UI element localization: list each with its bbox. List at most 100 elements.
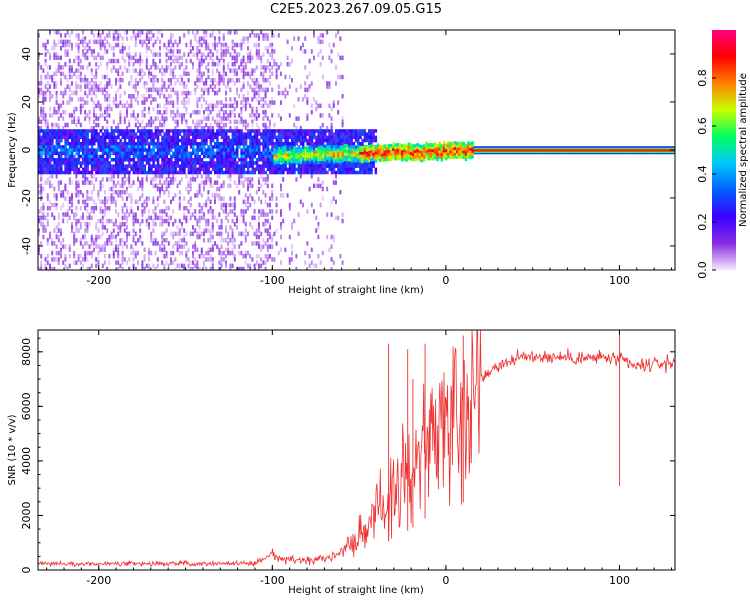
spectrogram-cell bbox=[167, 158, 171, 162]
spectrogram-ridge-cell bbox=[273, 150, 276, 154]
spectrogram-cell bbox=[165, 154, 169, 159]
spectrogram-cell bbox=[93, 100, 95, 105]
spectrogram-cell bbox=[79, 260, 82, 265]
spectrogram-cell bbox=[66, 122, 69, 128]
spectrogram-cell bbox=[288, 84, 291, 89]
spectrogram-cell bbox=[181, 142, 184, 146]
spectrogram-cell bbox=[106, 132, 109, 136]
spectrogram-cell bbox=[308, 164, 312, 168]
spectrogram-cell bbox=[161, 65, 164, 70]
spectrogram-cell bbox=[218, 126, 221, 131]
spectrogram-cell bbox=[181, 164, 184, 168]
spectrogram-cell bbox=[53, 215, 56, 221]
spectrogram-cell bbox=[75, 186, 78, 192]
spectrogram-cell bbox=[222, 132, 226, 136]
spectrogram-cell bbox=[170, 129, 173, 133]
spectrogram-cell bbox=[84, 148, 87, 152]
spectrogram-cell bbox=[75, 228, 78, 233]
spectrogram-cell bbox=[330, 244, 333, 249]
spectrogram-cell bbox=[88, 90, 91, 96]
spectrogram-cell bbox=[115, 190, 117, 195]
spectrogram-ridge-cell bbox=[363, 158, 367, 163]
spectrogram-cell bbox=[150, 132, 153, 136]
spectrogram-cell bbox=[137, 186, 139, 192]
spectrogram-cell bbox=[205, 270, 207, 274]
spectrogram-cell bbox=[308, 58, 311, 64]
spectrogram-cell bbox=[341, 260, 344, 265]
spectrogram-cell bbox=[108, 58, 111, 64]
spectrogram-cell bbox=[218, 36, 221, 41]
spectrogram-cell bbox=[141, 94, 144, 99]
spectrogram-cell bbox=[42, 234, 45, 240]
spectrogram-cell bbox=[60, 247, 62, 253]
spectrogram-cell bbox=[79, 87, 82, 93]
spectrogram-cell bbox=[203, 148, 206, 152]
spectrogram-ridge-cell bbox=[398, 148, 402, 152]
spectrogram-cell bbox=[238, 174, 241, 179]
spectrogram-ridge-cell bbox=[361, 157, 364, 161]
spectrogram-cell bbox=[152, 148, 155, 152]
spectrogram-cell bbox=[130, 196, 133, 201]
spectrogram-cell bbox=[181, 81, 183, 86]
spectrogram-cell bbox=[240, 116, 243, 121]
spectrogram-cell bbox=[256, 270, 258, 274]
spectrogram-cell bbox=[152, 74, 155, 80]
spectrogram-cell bbox=[121, 129, 125, 133]
spectrogram-cell bbox=[176, 164, 180, 168]
spectrogram-cell bbox=[211, 42, 214, 48]
spectrogram-cell bbox=[117, 30, 120, 35]
spectrogram-cell bbox=[220, 78, 223, 83]
spectrogram-cell bbox=[244, 71, 247, 77]
spectrogram-cell bbox=[93, 142, 96, 146]
spectrogram-cell bbox=[251, 177, 254, 182]
spectrogram-cell bbox=[108, 94, 111, 99]
spectrogram-cell bbox=[341, 164, 345, 168]
spectrogram-cell bbox=[104, 158, 107, 162]
spectrogram-cell bbox=[117, 247, 120, 253]
spectrogram-cell bbox=[247, 250, 249, 256]
spectrogram-cell bbox=[205, 202, 208, 208]
spectrogram-cell bbox=[53, 39, 56, 45]
spectrogram-cell bbox=[306, 116, 309, 121]
spectrogram-cell bbox=[222, 74, 225, 80]
spectrogram-cell bbox=[49, 65, 51, 70]
spectrogram-ridge-cell bbox=[354, 148, 358, 152]
spectrogram-cell bbox=[42, 225, 45, 230]
spectrogram-cell bbox=[264, 90, 267, 96]
spectrogram-cell bbox=[192, 148, 195, 152]
spectrogram-ridge-cell bbox=[359, 145, 362, 150]
spectrogram-cell bbox=[38, 218, 40, 224]
spectrogram-cell bbox=[247, 81, 249, 86]
spectrogram-cell bbox=[126, 106, 128, 112]
spectrogram-cell bbox=[233, 158, 237, 162]
spectrogram-cell bbox=[152, 135, 155, 140]
spectrogram-cell bbox=[178, 199, 181, 205]
spectrogram-cell bbox=[163, 238, 166, 243]
spectrogram-cell bbox=[93, 39, 95, 45]
spectrogram-cell bbox=[163, 190, 166, 195]
spectrogram-cell bbox=[203, 142, 206, 146]
spectrogram-cell bbox=[209, 142, 213, 146]
spectrogram-cell bbox=[128, 94, 131, 99]
spectrogram-cell bbox=[200, 126, 203, 131]
spectrogram-cell bbox=[253, 209, 256, 214]
spectrogram-cell bbox=[291, 58, 293, 64]
spectrogram-ridge-cell bbox=[368, 156, 371, 160]
spectrogram-cell bbox=[132, 62, 135, 67]
spectrogram-cell bbox=[66, 154, 70, 159]
spectrogram-cell bbox=[64, 154, 67, 159]
spectrogram-cell bbox=[225, 158, 228, 162]
spectrogram-cell bbox=[176, 110, 179, 115]
spectrogram-cell bbox=[66, 30, 69, 35]
spectrogram-cell bbox=[143, 247, 146, 253]
spectrogram-cell bbox=[93, 119, 95, 125]
spectrogram-ridge-cell bbox=[412, 150, 415, 154]
spectrogram-cell bbox=[225, 49, 227, 54]
spectrogram-ridge-cell bbox=[387, 149, 391, 153]
spectrogram-cell bbox=[214, 164, 217, 168]
spectrogram-cell bbox=[55, 30, 58, 35]
spectrogram-cell bbox=[126, 238, 128, 243]
spectrogram-cell bbox=[218, 78, 221, 83]
spectrogram-cell bbox=[73, 106, 76, 112]
spectrogram-cell bbox=[187, 167, 191, 172]
